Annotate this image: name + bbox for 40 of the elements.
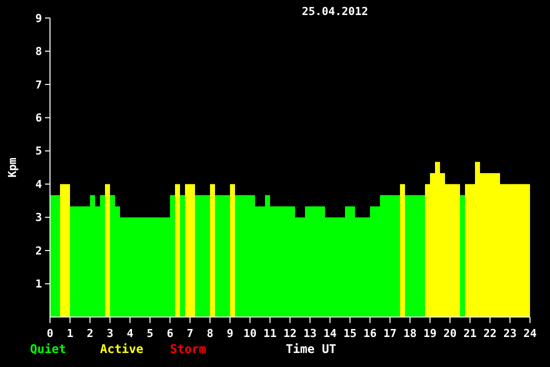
x-tick-label: 24 [523, 327, 537, 340]
x-tick-label: 22 [483, 327, 497, 340]
x-tick-label: 5 [146, 327, 154, 340]
x-tick-label: 11 [263, 327, 277, 340]
y-tick-label: 4 [35, 178, 42, 191]
x-tick-label: 20 [443, 327, 457, 340]
x-tick-label: 3 [106, 327, 114, 340]
y-tick-label: 3 [35, 211, 42, 224]
x-tick-label: 2 [86, 327, 94, 340]
x-tick-label: 13 [303, 327, 317, 340]
x-tick-label: 16 [363, 327, 377, 340]
x-tick-label: 17 [383, 327, 397, 340]
x-tick-label: 12 [283, 327, 297, 340]
x-axis-title: Time UT [286, 342, 336, 356]
x-tick-label: 14 [323, 327, 337, 340]
x-tick-label: 21 [463, 327, 477, 340]
x-tick-label: 15 [343, 327, 357, 340]
x-tick-label: 7 [186, 327, 194, 340]
x-tick-label: 19 [423, 327, 437, 340]
y-tick-label: 1 [35, 278, 42, 291]
x-tick-label: 1 [66, 327, 74, 340]
x-tick-label: 23 [503, 327, 517, 340]
x-tick-label: 9 [226, 327, 234, 340]
chart-title: 25.04.2012 [302, 5, 368, 18]
y-axis-title: Kpm [6, 157, 19, 178]
y-tick-label: 2 [35, 244, 42, 258]
x-tick-label: 6 [166, 327, 174, 340]
y-tick-label: 8 [35, 45, 42, 58]
x-tick-label: 10 [243, 327, 257, 340]
legend-label: Storm [170, 342, 206, 356]
x-tick-label: 4 [126, 327, 134, 340]
text: Quiet [30, 342, 66, 356]
text: Active [100, 342, 144, 356]
y-tick-label: 7 [35, 78, 42, 92]
y-tick-label: 6 [35, 112, 42, 125]
x-tick-label: 8 [206, 327, 214, 340]
y-tick-label: 5 [35, 144, 42, 158]
y-tick-label: 9 [35, 12, 42, 25]
x-tick-label: 18 [403, 327, 417, 340]
x-tick-label: 0 [46, 327, 54, 340]
